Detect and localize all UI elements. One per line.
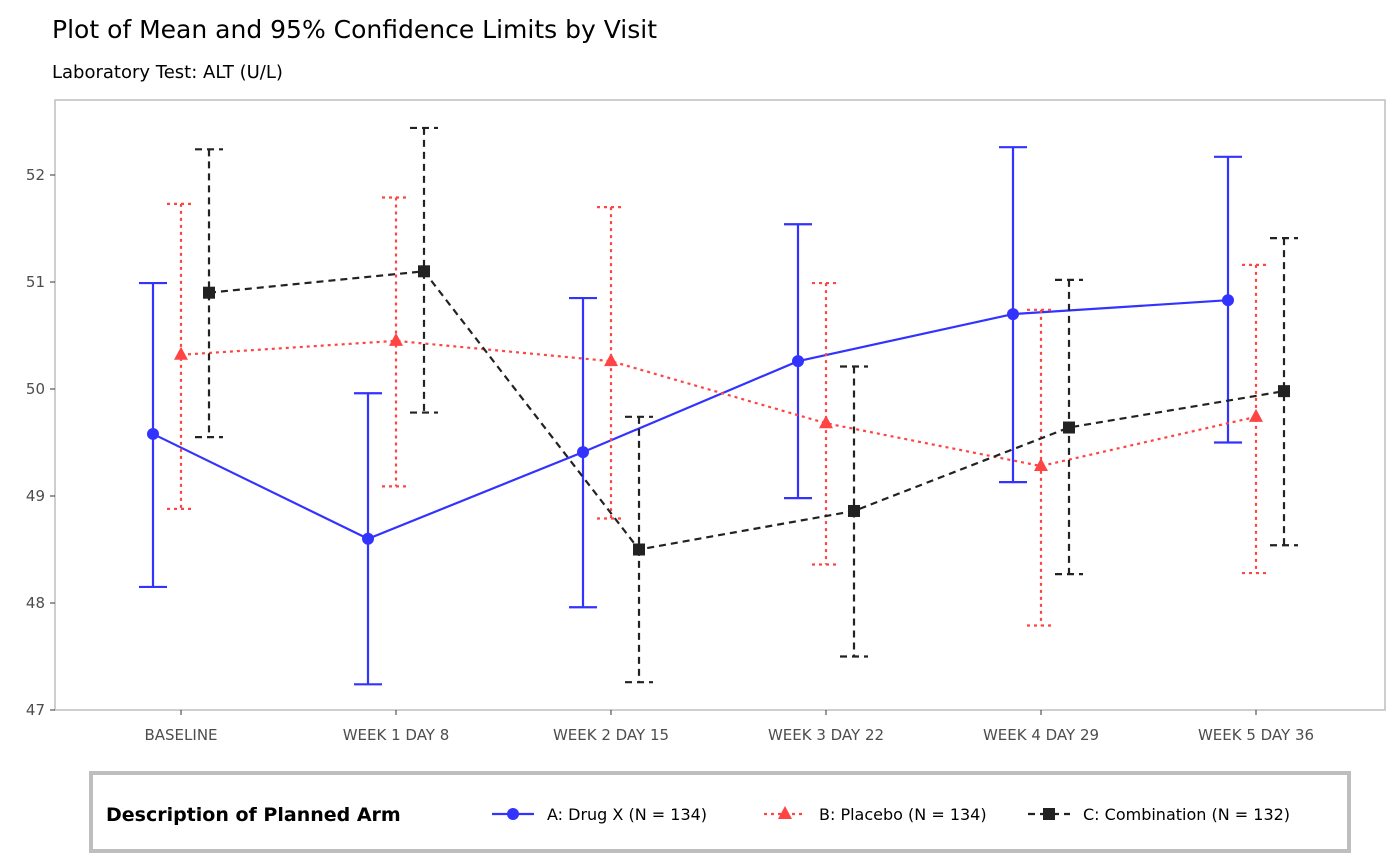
data-point xyxy=(174,346,188,360)
y-tick-label: 47 xyxy=(26,701,45,719)
data-point xyxy=(1249,408,1263,422)
series-c xyxy=(195,126,1298,684)
data-point xyxy=(1278,385,1290,398)
legend-label: A: Drug X (N = 134) xyxy=(547,805,707,824)
data-point xyxy=(604,353,618,367)
series-line xyxy=(152,299,1229,541)
error-bar xyxy=(1270,237,1298,547)
series-a xyxy=(139,146,1242,686)
error-bar xyxy=(382,196,410,488)
data-point xyxy=(819,415,833,429)
error-bar xyxy=(195,148,223,439)
x-tick-label: WEEK 2 DAY 15 xyxy=(553,726,669,744)
data-point xyxy=(633,543,645,556)
legend-label: C: Combination (N = 132) xyxy=(1083,805,1290,824)
data-point xyxy=(1063,421,1075,434)
y-tick-label: 49 xyxy=(26,487,45,505)
x-tick-label: WEEK 3 DAY 22 xyxy=(768,726,884,744)
data-point xyxy=(1034,458,1048,472)
data-point xyxy=(389,332,403,346)
data-point xyxy=(418,265,430,278)
data-point xyxy=(792,355,804,368)
y-tick-label: 50 xyxy=(26,380,45,398)
y-tick-label: 52 xyxy=(26,166,45,184)
series-b xyxy=(167,196,1270,627)
x-tick-label: WEEK 1 DAY 8 xyxy=(343,726,450,744)
legend-label: B: Placebo (N = 134) xyxy=(819,805,987,824)
data-point xyxy=(1222,294,1234,307)
x-tick-label: WEEK 5 DAY 36 xyxy=(1198,726,1314,744)
data-point xyxy=(147,427,159,440)
legend-box xyxy=(89,771,1351,853)
data-point xyxy=(848,504,860,517)
legend-marker xyxy=(1043,808,1055,820)
error-bar xyxy=(167,202,195,510)
x-tick-label: BASELINE xyxy=(144,726,217,744)
error-bar xyxy=(410,126,438,414)
x-tick-label: WEEK 4 DAY 29 xyxy=(983,726,1099,744)
plot-panel xyxy=(54,99,1386,711)
y-tick-label: 48 xyxy=(26,594,45,612)
legend-marker xyxy=(778,806,792,819)
y-tick-label: 51 xyxy=(26,273,45,291)
legend-marker xyxy=(507,808,519,820)
data-point xyxy=(1007,308,1019,321)
series-line xyxy=(208,270,1285,551)
error-bar xyxy=(1027,308,1055,627)
chart-title: Plot of Mean and 95% Confidence Limits b… xyxy=(52,15,657,44)
series-line xyxy=(180,339,1257,468)
data-point xyxy=(203,286,215,299)
legend-title: Description of Planned Arm xyxy=(106,804,401,826)
data-point xyxy=(362,532,374,545)
data-point xyxy=(577,446,589,459)
chart-subtitle: Laboratory Test: ALT (U/L) xyxy=(52,62,283,83)
